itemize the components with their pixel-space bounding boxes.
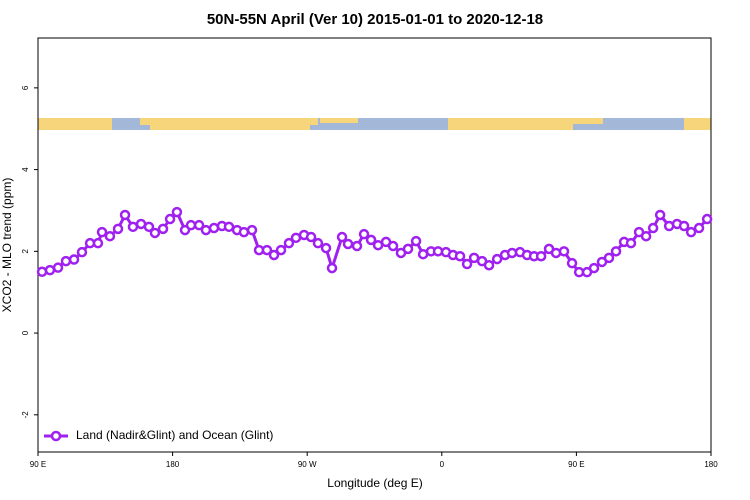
data-point <box>312 237 324 249</box>
legend-label: Land (Nadir&Glint) and Ocean (Glint) <box>76 428 273 442</box>
data-point <box>678 220 690 232</box>
data-point <box>119 209 131 221</box>
data-point <box>52 262 64 273</box>
data-point <box>491 253 503 265</box>
data-point <box>261 244 273 256</box>
data-point <box>200 224 212 236</box>
data-point <box>60 255 72 267</box>
data-point <box>149 227 161 239</box>
x-tick-label: 180 <box>166 460 180 469</box>
data-point <box>326 262 338 274</box>
data-point <box>96 226 108 238</box>
data-point <box>365 234 377 246</box>
data-point <box>685 226 697 238</box>
data-point <box>112 223 124 235</box>
x-tick-label: 90 W <box>298 460 317 469</box>
data-point <box>410 235 422 247</box>
data-point <box>358 228 370 240</box>
data-point <box>693 222 705 234</box>
y-tick-label: -2 <box>21 411 30 419</box>
data-point <box>603 252 615 264</box>
data-point <box>223 221 235 233</box>
data-point <box>402 243 414 255</box>
data-point <box>550 247 562 259</box>
data-point <box>336 231 348 243</box>
data-point <box>283 237 295 249</box>
data-point <box>275 244 287 256</box>
data-point <box>342 238 354 250</box>
data-point <box>320 242 332 254</box>
data-point <box>185 219 197 231</box>
data-point <box>143 221 155 233</box>
y-tick-label: 0 <box>21 330 30 335</box>
x-tick-label: 90 E <box>30 460 46 469</box>
data-point <box>193 219 205 231</box>
data-point <box>610 246 622 257</box>
y-tick-label: 4 <box>21 167 30 172</box>
data-point <box>558 246 570 257</box>
data-point <box>483 259 495 271</box>
x-tick-label: 180 <box>704 460 718 469</box>
data-point <box>104 230 116 242</box>
data-point <box>654 209 666 221</box>
plot-frame <box>37 37 712 453</box>
data-point <box>36 266 48 278</box>
data-point <box>171 206 183 218</box>
data-point <box>588 262 600 274</box>
data-point <box>157 223 169 235</box>
y-tick-label: 2 <box>21 249 30 254</box>
data-point <box>68 254 80 265</box>
y-tick-label: 6 <box>21 85 30 90</box>
land-ocean-band <box>38 118 711 130</box>
data-point <box>290 232 302 244</box>
data-point <box>647 222 659 234</box>
data-point <box>238 226 250 238</box>
data-point <box>92 237 104 249</box>
data-point <box>701 213 713 225</box>
data-point <box>44 264 56 276</box>
data-point <box>268 249 280 261</box>
data-point <box>640 230 652 242</box>
data-point <box>535 250 547 262</box>
chart-title: 50N-55N April (Ver 10) 2015-01-01 to 202… <box>207 11 543 28</box>
data-point <box>246 224 258 236</box>
data-point <box>127 221 139 233</box>
y-axis-label: XCO2 - MLO trend (ppm) <box>0 178 14 313</box>
data-point <box>387 240 399 252</box>
legend-marker <box>50 430 62 442</box>
data-point <box>454 250 466 262</box>
data-point <box>76 246 88 258</box>
data-point <box>566 257 578 269</box>
data-point <box>351 240 363 252</box>
x-tick-label: 0 <box>440 460 445 469</box>
x-tick-label: 90 E <box>568 460 584 469</box>
data-point <box>625 237 637 249</box>
data-point <box>164 213 176 225</box>
data-point <box>461 258 473 270</box>
data-point <box>305 231 317 243</box>
x-axis-label: Longitude (deg E) <box>327 476 422 490</box>
